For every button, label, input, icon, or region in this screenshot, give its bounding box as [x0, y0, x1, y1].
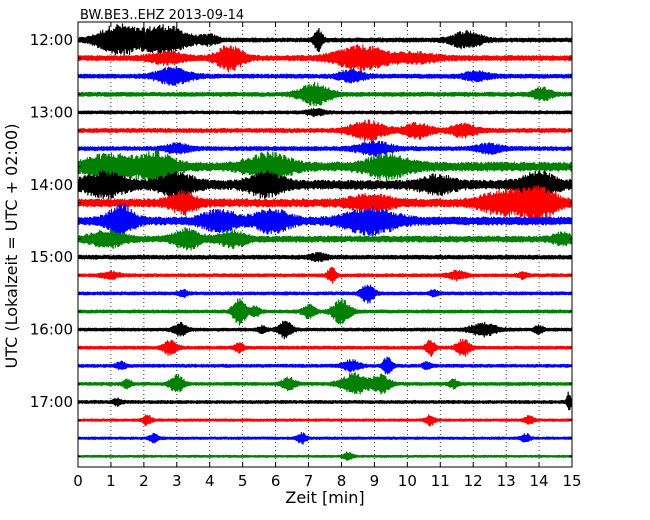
y-axis-label: UTC (Lokalzeit = UTC + 02:00) — [2, 124, 21, 369]
trace-1430 — [77, 203, 573, 239]
y-tick-label: 12:00 — [30, 31, 73, 49]
y-tick-label: 14:00 — [30, 176, 73, 194]
x-tick-label: 3 — [172, 472, 182, 490]
trace-1300 — [77, 107, 573, 118]
trace-1400 — [77, 169, 573, 200]
axis-ticks — [77, 22, 573, 467]
trace-1515 — [77, 266, 573, 284]
x-tick-label: 6 — [271, 472, 281, 490]
x-tick-label: 9 — [370, 472, 380, 490]
y-tick-label: 17:00 — [30, 393, 73, 411]
trace-1500 — [77, 252, 573, 263]
x-tick-label: 7 — [304, 472, 314, 490]
trace-1715 — [77, 414, 573, 427]
trace-1415 — [77, 185, 573, 223]
trace-1445 — [77, 226, 573, 251]
trace-1700 — [77, 391, 573, 411]
x-tick-label: 8 — [337, 472, 347, 490]
trace-1730 — [77, 431, 573, 445]
x-tick-label: 13 — [497, 472, 516, 490]
trace-1645 — [77, 371, 573, 395]
plot-frame — [77, 21, 573, 468]
x-axis-label: Zeit [min] — [285, 488, 364, 507]
x-tick-label: 12 — [464, 472, 483, 490]
trace-1315 — [77, 119, 573, 142]
x-tick-label: 11 — [431, 472, 450, 490]
x-tick-label: 14 — [530, 472, 549, 490]
trace-1600 — [77, 320, 573, 340]
y-tick-label: 16:00 — [30, 321, 73, 339]
x-tick-label: 10 — [398, 472, 417, 490]
x-tick-label: 0 — [73, 472, 83, 490]
trace-1545 — [77, 298, 573, 326]
x-tick-label: 1 — [106, 472, 116, 490]
x-tick-labels: 0 1 2 3 4 5 6 7 8 9 10 11 12 13 14 15 — [73, 472, 581, 490]
trace-1245 — [77, 81, 573, 107]
chart-title: BW.BE3..EHZ 2013-09-14 — [80, 8, 244, 23]
x-tick-label: 5 — [238, 472, 248, 490]
x-tick-label: 2 — [139, 472, 149, 490]
y-tick-label: 15:00 — [30, 248, 73, 266]
trace-1215 — [77, 44, 573, 73]
x-tick-label: 4 — [205, 472, 215, 490]
trace-1630 — [77, 356, 573, 375]
y-tick-labels: 12:00 13:00 14:00 15:00 16:00 17:00 — [30, 31, 73, 411]
trace-1330 — [77, 140, 573, 157]
seismogram-traces — [77, 23, 573, 462]
y-tick-label: 13:00 — [30, 103, 73, 121]
x-tick-label: 15 — [562, 472, 581, 490]
trace-1615 — [77, 338, 573, 357]
trace-1230 — [77, 66, 573, 86]
trace-1745 — [77, 451, 573, 462]
trace-1530 — [77, 284, 573, 304]
